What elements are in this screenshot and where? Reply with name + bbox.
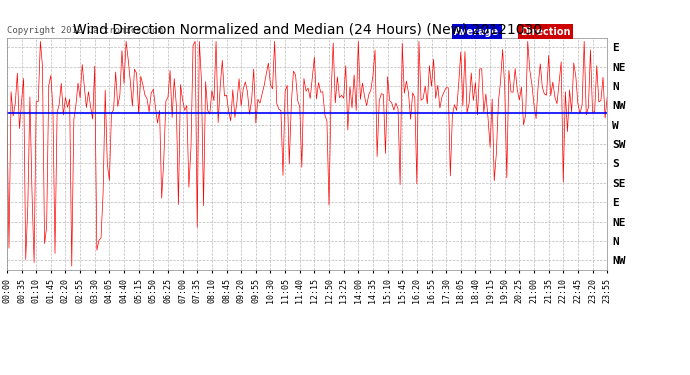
Title: Wind Direction Normalized and Median (24 Hours) (New) 20121030: Wind Direction Normalized and Median (24… xyxy=(72,22,542,36)
Text: Average: Average xyxy=(454,27,500,37)
Text: Copyright 2012 Cartronics.com: Copyright 2012 Cartronics.com xyxy=(7,26,163,35)
Text: Direction: Direction xyxy=(520,27,571,37)
